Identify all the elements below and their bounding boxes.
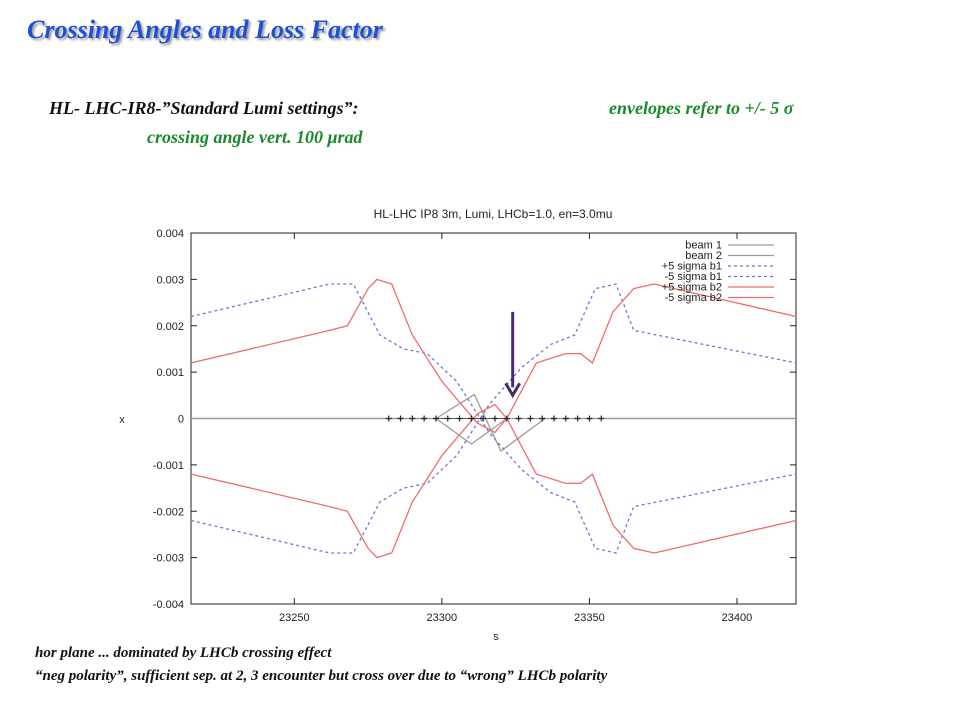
legend-label: +5 sigma b2 [662, 282, 722, 294]
y-tick-label: 0 [178, 414, 184, 426]
x-tick-label: 23300 [427, 612, 458, 624]
legend-label: +5 sigma b1 [662, 261, 722, 273]
marker-point [456, 415, 463, 422]
marker-point [527, 415, 534, 422]
legend-label: -5 sigma b2 [665, 292, 722, 304]
chart-title: HL-LHC IP8 3m, Lumi, LHCb=1.0, en=3.0mu [374, 207, 613, 221]
marker-point [586, 415, 593, 422]
marker-point [598, 415, 605, 422]
marker-point [385, 415, 392, 422]
series-line-5-sigma-b2 [190, 278, 797, 434]
legend-label: beam 1 [685, 240, 722, 252]
y-tick-label: 0.002 [156, 321, 184, 333]
series-line-beam-2 [191, 393, 796, 452]
marker-point [421, 415, 428, 422]
y-tick-label: 0.004 [156, 228, 184, 240]
y-tick-label: -0.002 [153, 506, 184, 518]
series-line-5-sigma-b2 [190, 403, 797, 559]
y-axis-label: x [119, 414, 125, 426]
y-tick-label: 0.003 [156, 274, 184, 286]
y-tick-label: -0.003 [153, 553, 184, 565]
crossing-angle-note: crossing angle vert. 100 μrad [147, 127, 363, 147]
annotation-arrow-head [504, 382, 521, 399]
envelopes-note: envelopes refer to +/- 5 σ [609, 98, 794, 118]
x-tick-label: 23400 [722, 612, 753, 624]
marker-point [480, 415, 487, 422]
marker-point [468, 415, 475, 422]
series-line-5-sigma-b1 [190, 283, 797, 554]
plot-area: 0.004 0.003 0.002 0.001 0 -0.001 -0.002 -0.003 -… [153, 228, 797, 624]
legend-label: -5 sigma b1 [665, 271, 722, 283]
marker-point [432, 415, 439, 422]
y-tick-label: -0.004 [153, 599, 184, 611]
y-tick-label: 0.001 [156, 367, 184, 379]
series-line-5-sigma-b1 [190, 283, 797, 554]
settings-heading: HL- LHC-IR8-”Standard Lumi settings”: [49, 98, 359, 118]
marker-point [539, 415, 546, 422]
x-axis-label: s [493, 631, 499, 643]
marker-point [409, 415, 416, 422]
marker-point [444, 415, 451, 422]
slide-title: Crossing Angles and Loss Factor [27, 15, 383, 44]
marker-point [397, 415, 404, 422]
marker-point [562, 415, 569, 422]
marker-point [503, 415, 510, 422]
marker-point [551, 415, 557, 422]
note-line-2: “neg polarity”, sufficient sep. at 2, 3 … [35, 668, 608, 684]
legend-label: beam 2 [685, 250, 722, 262]
x-tick-label: 23250 [279, 612, 310, 624]
note-line-1: hor plane ... dominated by LHCb crossing… [35, 645, 332, 661]
marker-point [515, 415, 522, 422]
x-tick-label: 23350 [574, 612, 605, 624]
marker-point [574, 415, 581, 422]
y-tick-label: -0.001 [153, 460, 184, 472]
marker-point [491, 415, 498, 422]
